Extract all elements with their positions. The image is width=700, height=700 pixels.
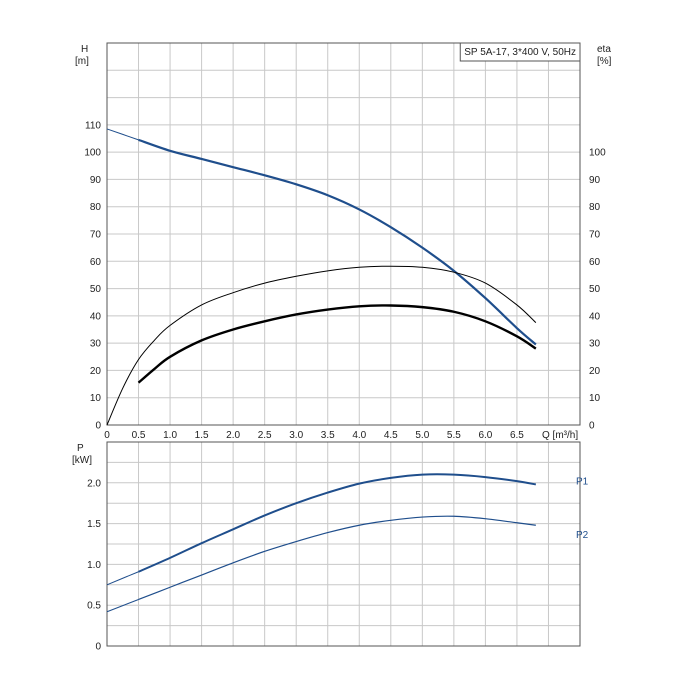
head-tick-label: 50 xyxy=(90,284,102,295)
power-curve-p1-extension xyxy=(106,571,139,586)
eta-tick-label: 10 xyxy=(589,393,601,404)
power-curve-p1 xyxy=(138,473,537,573)
bottom-plot-series xyxy=(106,473,537,613)
x-tick-label: 5.0 xyxy=(415,430,429,441)
x-tick-label: 2.0 xyxy=(226,430,240,441)
top-plot-grid xyxy=(107,43,580,425)
eta-tick-label: 60 xyxy=(589,257,601,268)
x-tick-label: 4.5 xyxy=(384,430,398,441)
x-tick-label: 3.5 xyxy=(321,430,335,441)
head-tick-label: 20 xyxy=(90,366,102,377)
x-tick-label: 6.5 xyxy=(510,430,524,441)
eta-axis-label: eta xyxy=(597,44,611,55)
head-axis-label: H xyxy=(81,44,88,55)
eta-curve-thick xyxy=(137,304,537,384)
x-tick-label: 1.0 xyxy=(163,430,177,441)
power-tick-label: 2.0 xyxy=(87,478,101,489)
eta-tick-label: 100 xyxy=(589,148,606,159)
head-curve xyxy=(138,138,537,346)
power-tick-label: 1.5 xyxy=(87,519,101,530)
head-axis-unit: [m] xyxy=(75,56,89,67)
x-tick-label: 0.5 xyxy=(132,430,146,441)
x-tick-label: 6.0 xyxy=(478,430,492,441)
head-tick-label: 100 xyxy=(84,148,101,159)
power-curve-p2 xyxy=(138,515,536,601)
head-curve-extension xyxy=(106,128,139,141)
chart-title-box xyxy=(459,42,581,62)
head-tick-label: 30 xyxy=(90,339,102,350)
power-tick-label: 1.0 xyxy=(87,560,101,571)
x-tick-label: 4.0 xyxy=(352,430,366,441)
top-plot-series xyxy=(106,128,537,426)
head-tick-label: 40 xyxy=(90,311,102,322)
bottom-plot-grid xyxy=(107,442,580,646)
eta-tick-label: 50 xyxy=(589,284,601,295)
eta-tick-label: 20 xyxy=(589,366,601,377)
bottom-plot-frame xyxy=(106,441,581,647)
eta-tick-label: 30 xyxy=(589,339,601,350)
head-tick-label: 0 xyxy=(95,421,101,432)
power-curve-p2-extension xyxy=(106,599,139,613)
power-axis-unit: [kW] xyxy=(72,455,92,466)
head-tick-label: 10 xyxy=(90,393,102,404)
eta-tick-label: 80 xyxy=(589,202,601,213)
x-tick-label: 2.5 xyxy=(258,430,272,441)
head-tick-label: 110 xyxy=(85,120,101,131)
eta-tick-label: 90 xyxy=(589,175,601,186)
power-tick-label: 0 xyxy=(95,642,101,653)
top-plot-frame xyxy=(106,42,581,426)
series-label-p1: P1 xyxy=(576,476,589,487)
flow-axis-label: Q [m³/h] xyxy=(542,430,578,441)
power-axis-label: P xyxy=(77,443,84,454)
series-label-p2: P2 xyxy=(576,530,589,541)
head-tick-label: 60 xyxy=(90,257,102,268)
eta-curve-thin xyxy=(106,265,537,426)
eta-tick-label: 40 xyxy=(589,311,601,322)
eta-axis-unit: [%] xyxy=(597,56,612,67)
head-tick-label: 70 xyxy=(90,230,102,241)
head-tick-label: 90 xyxy=(90,175,102,186)
x-tick-label: 1.5 xyxy=(195,430,209,441)
head-tick-label: 80 xyxy=(90,202,102,213)
eta-tick-label: 70 xyxy=(589,230,601,241)
power-tick-label: 0.5 xyxy=(87,601,101,612)
x-tick-label: 0 xyxy=(104,430,110,441)
x-tick-label: 5.5 xyxy=(447,430,461,441)
eta-tick-label: 0 xyxy=(589,421,595,432)
x-tick-label: 3.0 xyxy=(289,430,303,441)
axis-tick-labels: 0 0.5 1.0 1.5 2.0 2.5 3.0 3.5 4.0 4.5 5.0 5.5 6.0 6.5… xyxy=(84,120,606,652)
chart-title: SP 5A-17, 3*400 V, 50Hz xyxy=(464,47,576,58)
